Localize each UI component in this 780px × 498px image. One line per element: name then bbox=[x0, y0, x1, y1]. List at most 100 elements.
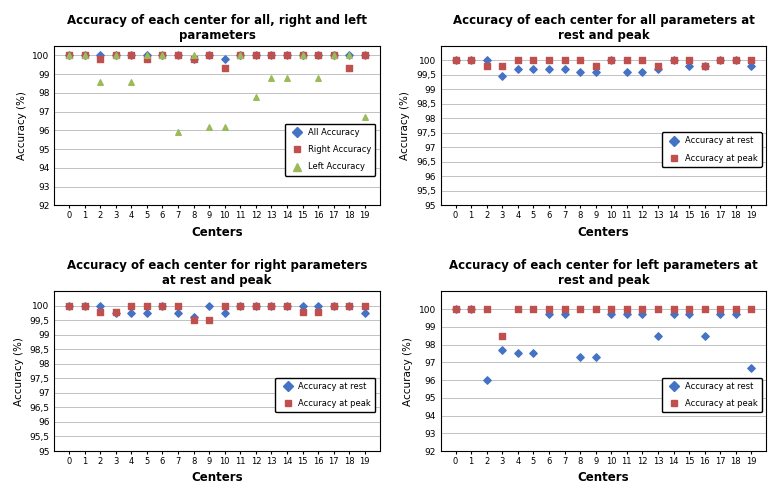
Point bbox=[156, 51, 168, 59]
Point bbox=[156, 51, 168, 59]
Point bbox=[172, 51, 184, 59]
Point bbox=[218, 64, 231, 72]
Point bbox=[328, 302, 340, 310]
Point bbox=[312, 51, 324, 59]
Point bbox=[621, 68, 633, 76]
Legend: Accuracy at rest, Accuracy at peak: Accuracy at rest, Accuracy at peak bbox=[275, 378, 375, 412]
Point bbox=[745, 305, 757, 313]
Point bbox=[109, 308, 122, 316]
Y-axis label: Accuracy (%): Accuracy (%) bbox=[400, 91, 410, 160]
Point bbox=[465, 56, 477, 64]
Point bbox=[234, 51, 246, 59]
Point bbox=[621, 56, 633, 64]
Point bbox=[312, 302, 324, 310]
Point bbox=[63, 51, 76, 59]
Point bbox=[156, 302, 168, 310]
Point bbox=[745, 62, 757, 70]
Point bbox=[496, 332, 509, 340]
Point bbox=[527, 65, 540, 73]
Point bbox=[652, 332, 665, 340]
Point bbox=[636, 56, 649, 64]
Point bbox=[125, 51, 137, 59]
Point bbox=[125, 51, 137, 59]
Y-axis label: Accuracy (%): Accuracy (%) bbox=[16, 91, 27, 160]
Point bbox=[187, 55, 200, 63]
Point bbox=[465, 305, 477, 313]
Point bbox=[343, 64, 356, 72]
Point bbox=[714, 56, 726, 64]
Point bbox=[698, 332, 711, 340]
Point bbox=[359, 51, 371, 59]
Point bbox=[281, 51, 293, 59]
Point bbox=[203, 51, 215, 59]
Point bbox=[636, 310, 649, 318]
Point bbox=[312, 51, 324, 59]
Point bbox=[172, 128, 184, 136]
Point bbox=[218, 302, 231, 310]
Point bbox=[203, 316, 215, 324]
X-axis label: Centers: Centers bbox=[191, 226, 243, 239]
Point bbox=[265, 51, 278, 59]
Point bbox=[328, 51, 340, 59]
Point bbox=[79, 302, 91, 310]
Point bbox=[449, 305, 462, 313]
Point bbox=[527, 56, 540, 64]
Point bbox=[652, 62, 665, 70]
Point bbox=[312, 308, 324, 316]
Point bbox=[125, 78, 137, 86]
Point bbox=[172, 309, 184, 317]
Point bbox=[667, 56, 679, 64]
Point bbox=[512, 56, 524, 64]
Point bbox=[172, 51, 184, 59]
Point bbox=[558, 310, 571, 318]
Point bbox=[281, 302, 293, 310]
Point bbox=[187, 316, 200, 324]
Point bbox=[636, 305, 649, 313]
Point bbox=[590, 305, 602, 313]
Point bbox=[296, 51, 309, 59]
Point bbox=[250, 51, 262, 59]
Point bbox=[250, 302, 262, 310]
Point bbox=[667, 310, 679, 318]
Point bbox=[698, 62, 711, 70]
Point bbox=[218, 123, 231, 130]
Point bbox=[621, 305, 633, 313]
Point bbox=[543, 65, 555, 73]
Point bbox=[543, 310, 555, 318]
Point bbox=[234, 51, 246, 59]
Point bbox=[621, 310, 633, 318]
Point bbox=[512, 305, 524, 313]
Point bbox=[667, 305, 679, 313]
Point bbox=[234, 302, 246, 310]
Title: Accuracy of each center for all parameters at
rest and peak: Accuracy of each center for all paramete… bbox=[452, 14, 754, 42]
Point bbox=[605, 305, 618, 313]
Point bbox=[636, 68, 649, 76]
Point bbox=[449, 305, 462, 313]
Point bbox=[203, 51, 215, 59]
Point bbox=[729, 56, 742, 64]
X-axis label: Centers: Centers bbox=[578, 471, 629, 484]
Point bbox=[281, 51, 293, 59]
Point bbox=[590, 353, 602, 361]
Point bbox=[729, 310, 742, 318]
Point bbox=[527, 305, 540, 313]
Point bbox=[729, 56, 742, 64]
Point bbox=[140, 51, 153, 59]
Point bbox=[156, 51, 168, 59]
Point bbox=[296, 51, 309, 59]
Point bbox=[496, 346, 509, 354]
Point bbox=[234, 51, 246, 59]
Point bbox=[187, 51, 200, 59]
Point bbox=[140, 55, 153, 63]
Title: Accuracy of each center for right parameters
at rest and peak: Accuracy of each center for right parame… bbox=[67, 259, 367, 287]
Point bbox=[140, 302, 153, 310]
Point bbox=[203, 302, 215, 310]
Point bbox=[449, 56, 462, 64]
Point bbox=[265, 302, 278, 310]
Point bbox=[296, 51, 309, 59]
Point bbox=[250, 302, 262, 310]
Point bbox=[574, 353, 587, 361]
Point bbox=[543, 305, 555, 313]
Point bbox=[729, 305, 742, 313]
Point bbox=[63, 51, 76, 59]
